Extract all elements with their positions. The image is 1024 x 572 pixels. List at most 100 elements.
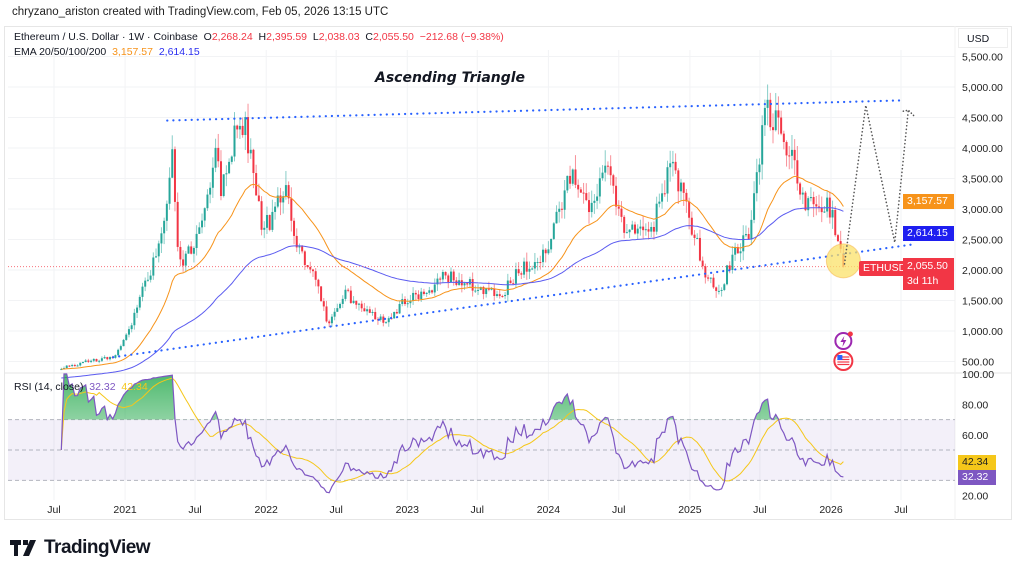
candle: [325, 300, 328, 323]
candle: [447, 273, 450, 289]
candle-body: [295, 235, 298, 248]
candle: [566, 175, 569, 194]
candle: [295, 228, 298, 253]
rsi-legend[interactable]: RSI (14, close) 32.32 42.34: [14, 381, 148, 393]
candle: [136, 304, 139, 319]
candle-body: [766, 99, 769, 108]
candle-body: [650, 226, 653, 232]
candle: [479, 286, 482, 291]
candle-body: [244, 117, 247, 136]
candle-body: [487, 288, 490, 290]
rsi-tick-label: 100.00: [962, 369, 994, 381]
candle-body: [471, 279, 474, 291]
candle-body: [87, 360, 90, 362]
time-tick-label: 2021: [113, 504, 137, 516]
candle-body: [501, 296, 504, 298]
candle: [287, 181, 290, 205]
ema-legend[interactable]: EMA 20/50/100/200 3,157.57 2,614.15: [14, 46, 200, 58]
rsi-value-tag: 32.32: [958, 470, 996, 485]
candle-body: [344, 289, 347, 299]
candle: [531, 265, 534, 271]
candle: [279, 187, 282, 216]
candle: [782, 130, 785, 150]
candle-body: [252, 149, 255, 174]
candle: [587, 192, 590, 224]
candle-body: [601, 172, 604, 179]
candle-body: [441, 271, 444, 280]
candle-body: [214, 147, 217, 168]
candle: [282, 191, 285, 214]
candle-body: [772, 127, 775, 131]
candle: [298, 243, 301, 255]
candle: [818, 194, 821, 213]
candle-body: [504, 294, 507, 297]
candle-body: [514, 269, 517, 284]
time-tick-label: 2025: [678, 504, 702, 516]
time-tick-label: 2026: [819, 504, 843, 516]
brand-name: TradingView: [44, 537, 151, 558]
candle: [569, 165, 572, 189]
candle-body: [360, 303, 363, 309]
candle: [582, 182, 585, 204]
symbol-legend[interactable]: Ethereum / U.S. Dollar · 1W · Coinbase O…: [14, 31, 504, 43]
candle: [244, 111, 247, 151]
candle: [125, 333, 128, 341]
candle-body: [739, 251, 742, 254]
candle-body: [709, 277, 712, 279]
candle: [744, 225, 747, 238]
currency-button[interactable]: USD: [958, 28, 1008, 48]
candle: [717, 284, 720, 295]
candle-body: [379, 316, 382, 320]
chart-credit: chryzano_ariston created with TradingVie…: [12, 6, 389, 18]
candle-body: [642, 226, 645, 231]
pattern-annotation[interactable]: Ascending Triangle: [375, 70, 526, 86]
candle: [441, 269, 444, 283]
candle: [187, 244, 190, 254]
candle-body: [447, 275, 450, 283]
candle: [674, 153, 677, 174]
candle: [650, 222, 653, 238]
candle-body: [401, 299, 404, 305]
candle-body: [133, 312, 136, 326]
candle-body: [598, 178, 601, 197]
candle: [761, 115, 764, 180]
ticker-tag: ETHUSD: [859, 261, 911, 276]
candle: [138, 294, 141, 311]
candle: [252, 148, 255, 189]
rsi-tick-label: 80.00: [962, 399, 988, 411]
candle-body: [322, 301, 325, 307]
candle: [585, 183, 588, 202]
price-tick-label: 2,000.00: [962, 265, 1003, 277]
candle-body: [761, 125, 764, 165]
close-label: C: [365, 31, 374, 43]
candle-body: [617, 206, 620, 209]
candle-body: [571, 169, 574, 184]
candle-body: [623, 216, 626, 233]
price-tick-label: 500.00: [962, 357, 994, 369]
candle-body: [233, 125, 236, 157]
candle: [631, 220, 634, 231]
candle-body: [785, 142, 788, 156]
resistance-trendline: [166, 99, 903, 122]
candle-body: [363, 308, 366, 312]
candle-body: [498, 294, 501, 297]
candle-body: [76, 365, 79, 367]
candle: [495, 290, 498, 298]
candle-body: [685, 192, 688, 202]
candle: [520, 271, 523, 280]
candle-body: [655, 203, 658, 232]
time-tick-label: Jul: [612, 504, 625, 516]
candle-body: [81, 362, 84, 364]
tradingview-logo[interactable]: TradingView: [10, 537, 151, 559]
candle: [444, 271, 447, 280]
candle-body: [357, 303, 360, 305]
ema-line-1: [61, 175, 844, 370]
candle-body: [666, 167, 669, 194]
candle-body: [717, 290, 720, 292]
candle: [596, 183, 599, 209]
candle-body: [550, 238, 553, 250]
candle-body: [587, 200, 590, 213]
candle: [284, 170, 287, 200]
candle: [477, 284, 480, 296]
